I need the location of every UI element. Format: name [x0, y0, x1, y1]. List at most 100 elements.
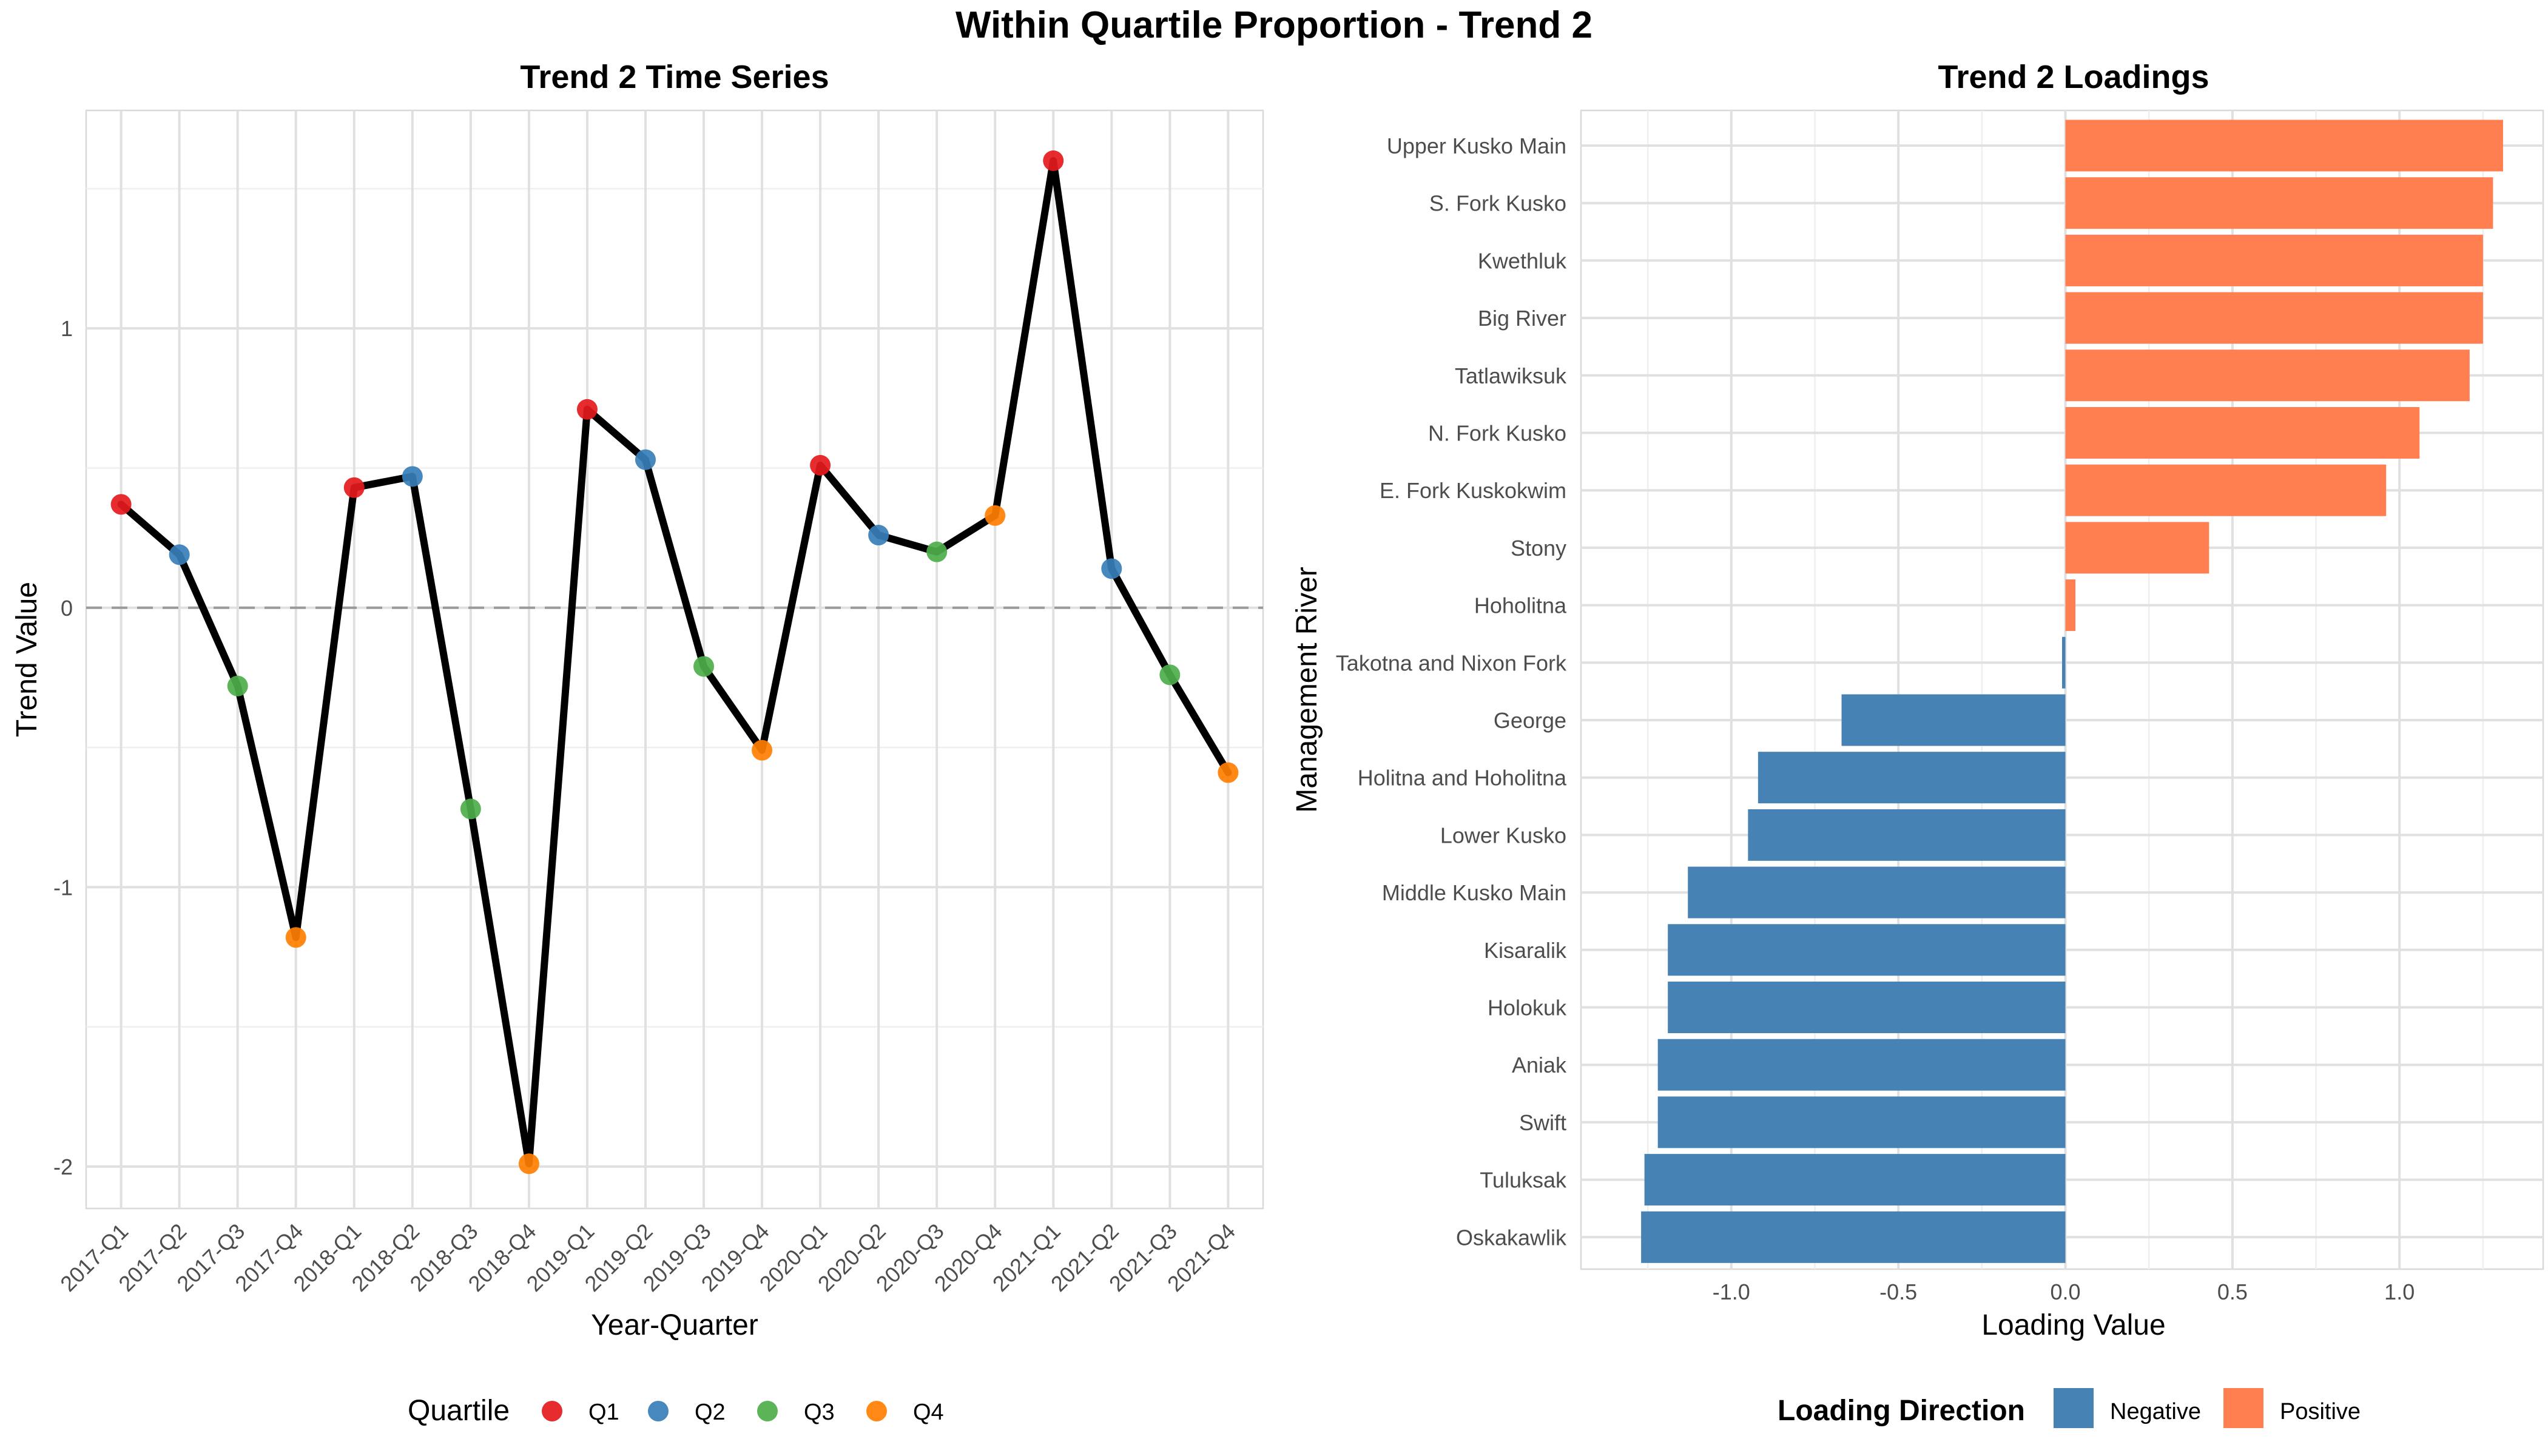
time-series-y-ticks: -2 -1 0 1: [53, 316, 73, 1179]
time-series-panel: Trend 2 Time Series -2 -1 0 1 2017-Q12017-Q…: [11, 59, 1264, 1427]
point-2020-Q2: [868, 525, 889, 546]
y-tick-label: 0: [61, 596, 73, 621]
bar-middle-kusko-main: [1688, 866, 2066, 918]
bar-s-fork-kusko: [2065, 177, 2493, 229]
category-label: Tuluksak: [1480, 1168, 1567, 1193]
category-label: Upper Kusko Main: [1387, 133, 1566, 158]
bar-swift: [1657, 1096, 2066, 1148]
point-2020-Q4: [985, 505, 1006, 526]
quartile-legend: Quartile Q1 Q2 Q3 Q4: [408, 1395, 944, 1427]
x-tick-label: -1.0: [1713, 1279, 1750, 1304]
quartile-legend-title: Quartile: [408, 1395, 510, 1427]
point-2019-Q3: [693, 656, 715, 677]
trend-polyline: [117, 157, 1232, 1168]
legend-swatch-Q4: [866, 1401, 887, 1421]
figure-title: Within Quartile Proportion - Trend 2: [956, 4, 1592, 46]
y-tick-label: -1: [53, 875, 73, 900]
loadings-x-ticks: -1.0 -0.5 0.0 0.5 1.0: [1713, 1279, 2415, 1304]
loadings-bars: [1641, 120, 2503, 1263]
legend-label-Q4: Q4: [913, 1400, 944, 1425]
bar-tatlawiksuk: [2065, 349, 2470, 402]
category-label: Kwethluk: [1478, 248, 1567, 273]
bar-holitna-and-hoholitna: [1758, 752, 2066, 804]
category-label: George: [1494, 708, 1566, 733]
category-label: Kisaralik: [1484, 938, 1567, 963]
bar-aniak: [1657, 1039, 2066, 1091]
category-label: Takotna and Nixon Fork: [1336, 650, 1567, 675]
legend-swatch-positive: [2223, 1388, 2263, 1428]
time-series-y-axis-label: Trend Value: [11, 582, 43, 737]
time-series-plot-frame: [85, 109, 1264, 1210]
legend-label-Q2: Q2: [695, 1400, 726, 1425]
point-2021-Q2: [1101, 558, 1122, 579]
point-2019-Q4: [752, 740, 773, 761]
category-label: N. Fork Kusko: [1428, 421, 1566, 446]
point-2019-Q1: [576, 399, 598, 420]
point-2017-Q1: [110, 494, 132, 515]
category-label: Middle Kusko Main: [1382, 880, 1566, 905]
point-2021-Q4: [1218, 762, 1239, 783]
category-label: Swift: [1519, 1110, 1566, 1135]
category-label: Lower Kusko: [1440, 823, 1566, 848]
bar-stony: [2065, 522, 2209, 574]
loadings-y-axis-label: Management River: [1291, 567, 1323, 813]
bar-lower-kusko: [1748, 809, 2066, 861]
loadings-plot-frame: [1580, 109, 2544, 1270]
legend-label-Q3: Q3: [804, 1400, 835, 1425]
legend-swatch-negative: [2054, 1388, 2094, 1428]
bar-n-fork-kusko: [2065, 407, 2420, 459]
category-label: S. Fork Kusko: [1429, 191, 1566, 216]
trend-points: [110, 150, 1239, 1175]
bar-oskakawlik: [1641, 1211, 2066, 1263]
category-label: E. Fork Kuskokwim: [1380, 478, 1566, 503]
point-2019-Q2: [635, 449, 656, 470]
legend-swatch-Q1: [542, 1401, 562, 1421]
point-2020-Q3: [926, 541, 948, 562]
legend-swatch-Q3: [757, 1401, 778, 1421]
point-2017-Q4: [285, 927, 306, 948]
x-tick-label: 0.5: [2217, 1279, 2248, 1304]
bar-holokuk: [1668, 982, 2066, 1033]
bar-upper-kusko-main: [2065, 120, 2503, 172]
point-2018-Q3: [460, 798, 481, 820]
category-label: Holokuk: [1488, 996, 1567, 1020]
time-series-x-ticks: 2017-Q12017-Q22017-Q32017-Q42018-Q12018-…: [55, 1219, 1240, 1296]
direction-legend-title: Loading Direction: [1778, 1395, 2025, 1427]
bar-big-river: [2065, 292, 2483, 344]
time-series-title: Trend 2 Time Series: [520, 59, 829, 95]
y-tick-label: 1: [61, 316, 73, 341]
loading-direction-legend: Loading Direction Negative Positive: [1778, 1388, 2361, 1428]
category-label: Aniak: [1512, 1053, 1567, 1077]
category-label: Big River: [1478, 306, 1566, 331]
point-2018-Q2: [402, 466, 423, 487]
bar-kisaralik: [1668, 924, 2066, 976]
bar-hoholitna: [2065, 579, 2076, 632]
legend-label-Q1: Q1: [588, 1400, 619, 1425]
point-2021-Q1: [1043, 150, 1064, 171]
legend-label-negative: Negative: [2110, 1399, 2201, 1424]
point-2021-Q3: [1159, 664, 1181, 686]
loadings-title: Trend 2 Loadings: [1938, 59, 2209, 95]
loadings-y-ticks: Upper Kusko Main S. Fork Kusko Kwethluk Big…: [1336, 133, 1567, 1250]
bar-tuluksak: [1644, 1154, 2066, 1206]
category-label: Stony: [1511, 536, 1566, 561]
time-series-grid: [86, 110, 1263, 1208]
bar-kwethluk: [2065, 234, 2483, 286]
category-label: Oskakawlik: [1456, 1225, 1567, 1250]
point-2018-Q1: [343, 477, 365, 498]
bar-takotna-and-nixon-fork: [2062, 636, 2066, 689]
point-2020-Q1: [810, 454, 831, 476]
time-series-x-axis-label: Year-Quarter: [591, 1309, 758, 1341]
category-label: Holitna and Hoholitna: [1358, 766, 1567, 790]
bar-george: [1841, 694, 2066, 746]
point-2018-Q4: [518, 1153, 539, 1175]
point-2017-Q3: [227, 675, 248, 696]
legend-label-positive: Positive: [2280, 1399, 2361, 1424]
loadings-x-axis-label: Loading Value: [1981, 1309, 2165, 1341]
legend-swatch-Q2: [648, 1401, 669, 1421]
x-tick-label: -0.5: [1879, 1279, 1917, 1304]
x-tick-label: 1.0: [2384, 1279, 2415, 1304]
bar-e-fork-kuskokwim: [2065, 464, 2387, 516]
y-tick-label: -2: [53, 1154, 73, 1179]
